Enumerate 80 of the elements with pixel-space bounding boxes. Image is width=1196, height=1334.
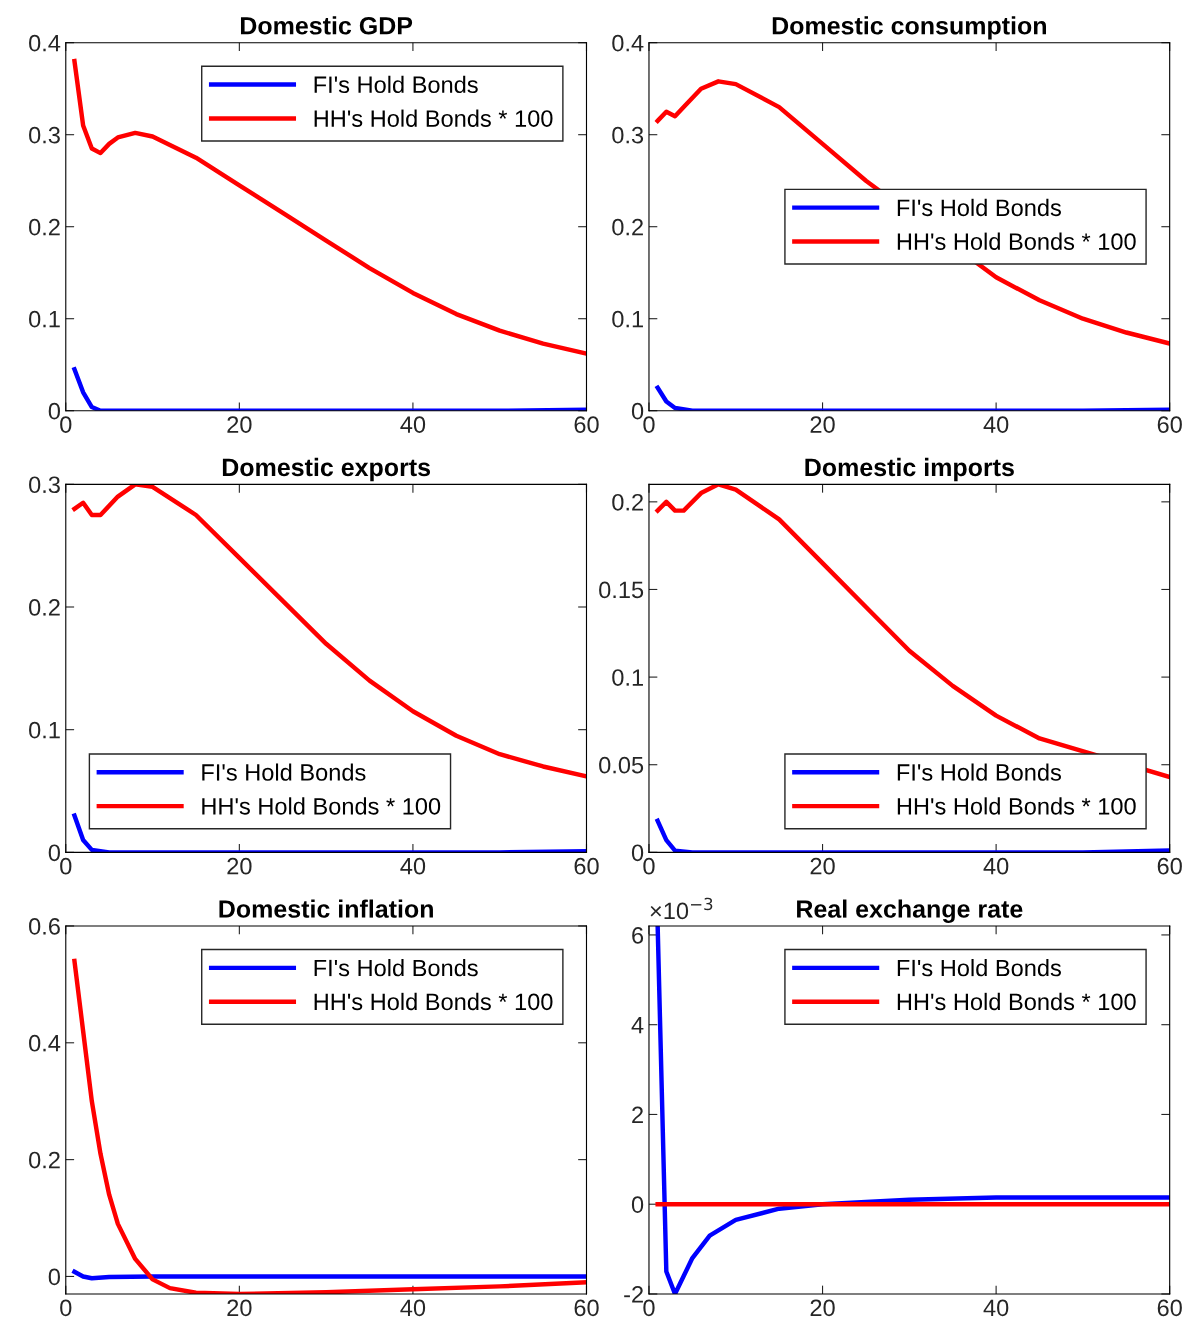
y-tick-label: 0.2	[29, 599, 60, 616]
line-series	[655, 385, 1170, 411]
x-tick-label: 20	[810, 1299, 835, 1317]
y-tick-label: 0.05	[599, 756, 644, 774]
y-tick-label: 0.4	[29, 34, 61, 52]
x-tick-label: 60	[1157, 416, 1182, 433]
x-tick-label: 20	[227, 1299, 252, 1317]
x-tick-label: 20	[810, 416, 835, 433]
x-tick-label: 20	[227, 416, 252, 433]
line-series	[72, 484, 587, 779]
x-tick-label: 60	[574, 1299, 599, 1317]
legend-label: FI's Hold Bonds	[897, 763, 1061, 781]
y-tick-label: 0.2	[29, 1151, 60, 1169]
text: ×10$^{−3}$	[650, 897, 713, 920]
legend-label: HH's Hold Bonds * 100	[897, 992, 1136, 1011]
y-tick-label: 6	[632, 927, 644, 944]
y-tick-label: 0.15	[599, 581, 644, 599]
line-series	[72, 813, 587, 853]
y-tick-label: 0.2	[612, 493, 643, 511]
y-tick-label: 0.1	[29, 310, 60, 328]
line-series	[72, 1269, 587, 1281]
y-tick-label: -2	[624, 1286, 643, 1303]
chart-title: Domestic exports	[222, 457, 431, 482]
y-tick-label: 0.4	[29, 1034, 61, 1052]
chart-title: Domestic consumption	[772, 16, 1046, 40]
y-tick-label: 0.1	[612, 669, 643, 686]
x-tick-label: 20	[810, 857, 835, 875]
chart-title: Domestic imports	[805, 457, 1014, 482]
line-series	[655, 484, 1170, 780]
x-tick-label: 40	[983, 857, 1009, 875]
x-tick-label: 60	[1157, 857, 1182, 875]
x-tick-label: 0	[60, 416, 72, 433]
legend-label: HH's Hold Bonds * 100	[897, 797, 1136, 815]
legend-label: FI's Hold Bonds	[314, 959, 478, 977]
y-tick-label: 0.1	[612, 310, 643, 328]
y-tick-label: 0.3	[29, 126, 60, 144]
x-tick-label: 60	[574, 416, 599, 433]
legend-label: FI's Hold Bonds	[897, 959, 1061, 977]
x-tick-label: 40	[400, 857, 426, 875]
legend-label: FI's Hold Bonds	[897, 198, 1061, 217]
y-tick-label: 4	[631, 1017, 644, 1034]
y-tick-label: 0.4	[612, 34, 644, 52]
x-tick-label: 0	[60, 857, 72, 875]
chart-title: Domestic inflation	[219, 899, 433, 918]
x-tick-label: 40	[983, 1299, 1009, 1317]
x-tick-label: 0	[643, 857, 655, 875]
x-tick-label: 40	[983, 416, 1009, 433]
x-tick-label: 0	[643, 1299, 655, 1317]
line-series	[72, 58, 587, 356]
x-tick-label: 40	[400, 1299, 426, 1317]
y-tick-label: 2	[632, 1106, 643, 1124]
x-tick-label: 40	[400, 416, 426, 433]
chart-title: Real exchange rate	[797, 899, 1023, 923]
x-tick-label: 0	[643, 416, 655, 433]
legend-label: FI's Hold Bonds	[202, 763, 366, 781]
line-series	[72, 367, 587, 411]
y-tick-label: 0	[631, 402, 644, 420]
legend-label: HH's Hold Bonds * 100	[202, 797, 441, 815]
line-series	[655, 818, 1170, 853]
y-tick-label: 0	[631, 844, 644, 862]
x-tick-label: 20	[227, 857, 252, 875]
x-tick-label: 60	[1157, 1299, 1182, 1317]
line-series	[72, 958, 587, 1294]
y-tick-label: 0.2	[612, 218, 643, 236]
y-tick-label: 0	[48, 1268, 60, 1286]
x-tick-label: 0	[60, 1299, 72, 1317]
y-tick-label: 0	[631, 1196, 644, 1214]
y-tick-label: 0	[48, 402, 60, 420]
x-tick-label: 60	[574, 857, 599, 875]
legend-label: FI's Hold Bonds	[314, 75, 478, 94]
y-tick-label: 0.6	[29, 918, 60, 935]
legend-label: HH's Hold Bonds * 100	[314, 109, 553, 127]
y-tick-label: 0.3	[29, 476, 60, 494]
y-tick-label: 0.3	[612, 126, 644, 144]
y-tick-label: 0.1	[29, 721, 60, 739]
y-tick-label: 0.2	[29, 218, 60, 236]
y-tick-label: 0	[48, 844, 60, 862]
legend-label: HH's Hold Bonds * 100	[897, 232, 1136, 250]
legend-label: HH's Hold Bonds * 100	[314, 992, 553, 1011]
chart-title: Domestic GDP	[240, 16, 413, 35]
